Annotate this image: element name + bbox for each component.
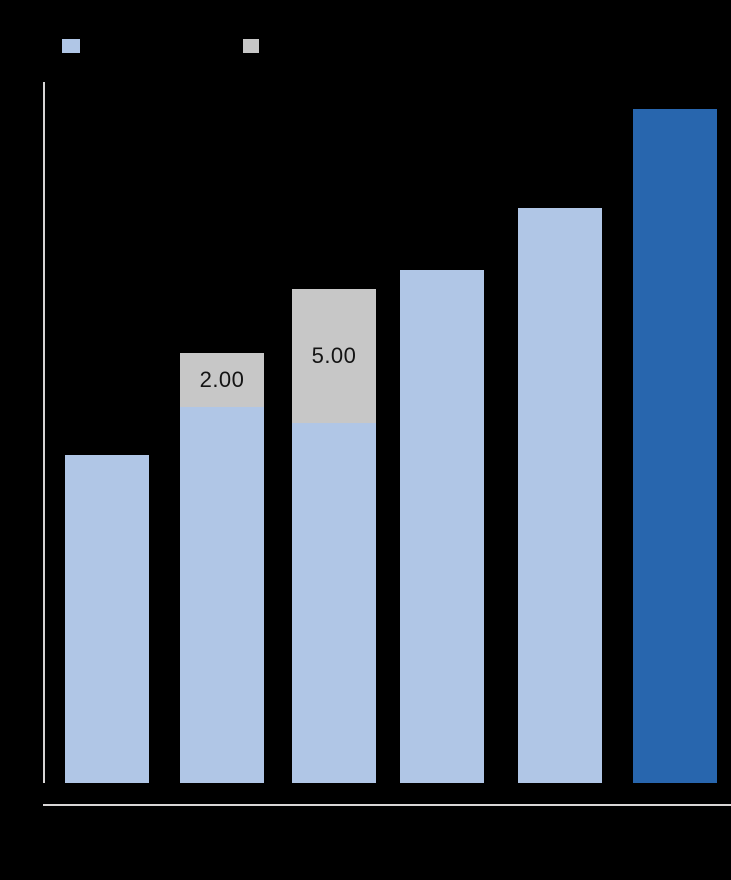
bar-segment-base-2 (180, 406, 264, 783)
bar-segment-base-1 (65, 455, 149, 783)
bar-segment-base-4 (400, 270, 484, 783)
data-label: 5.00 (311, 342, 357, 368)
y-axis-line (43, 82, 45, 783)
bar-segment-base-6 (633, 108, 717, 783)
bar-segment-increment-3: 5.00 (292, 288, 376, 424)
bar-segment-increment-2: 2.00 (180, 353, 264, 407)
data-label: 2.00 (199, 367, 245, 393)
bar-segment-base-5 (518, 208, 602, 783)
x-axis-line (43, 804, 731, 806)
legend-swatch-base-series (62, 39, 80, 53)
chart-legend (0, 0, 731, 60)
bar-segment-base-3 (292, 423, 376, 783)
legend-swatch-increment-series (243, 39, 259, 53)
